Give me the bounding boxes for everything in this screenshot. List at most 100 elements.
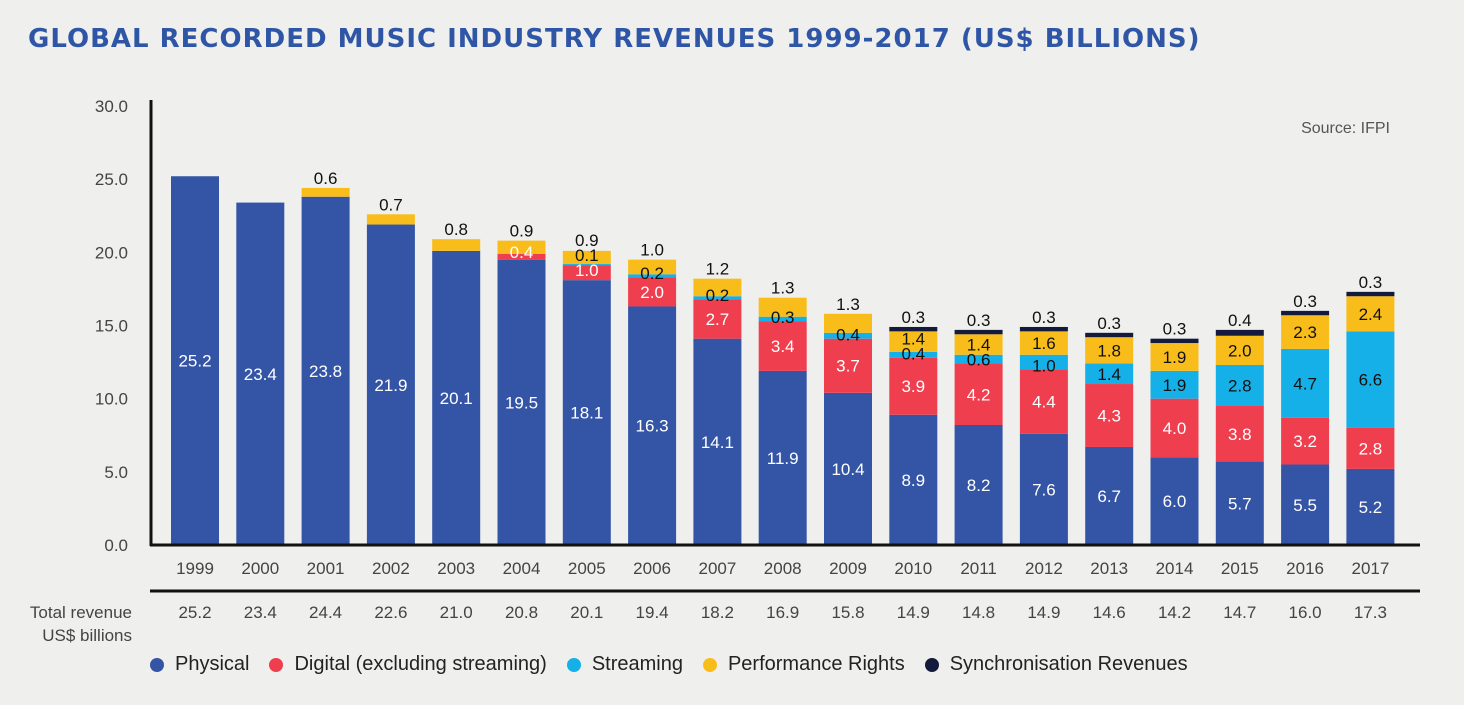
bar-segment-sync-2011 [954,329,1003,335]
bar-segment-streaming-2005 [562,264,611,266]
segment-label-digital-2007: 2.7 [706,310,730,329]
segment-label-streaming-2015: 2.8 [1228,376,1252,395]
bar-segment-physical-2005 [562,280,611,545]
bar-segment-physical-2004 [497,259,546,545]
total-value: 25.2 [178,603,211,622]
x-tick-label: 2003 [437,559,475,578]
segment-label-streaming-2005: 0.1 [575,246,599,265]
bar-segment-physical-2008 [758,370,807,545]
bar-segment-streaming-2011 [954,354,1003,364]
bar-segment-sync-2010 [889,326,938,332]
x-tick-label: 2011 [960,559,997,578]
bar-segment-sync-2016 [1281,310,1330,316]
bar-segment-streaming-2006 [628,274,677,278]
segment-label-performance-2002: 0.7 [379,195,403,214]
x-tick-label: 2015 [1221,559,1259,578]
bar-segment-digital-2016 [1281,417,1330,465]
bar-segment-performance-2010 [889,331,938,352]
total-value: 24.4 [309,603,342,622]
x-tick-label: 2000 [241,559,279,578]
segment-label-performance-2010: 1.4 [901,330,925,349]
bar-segment-streaming-2012 [1019,354,1068,370]
total-value: 23.4 [244,603,277,622]
y-tick-label: 15.0 [95,317,128,336]
bar-segment-streaming-2014 [1150,370,1199,399]
y-axis-tick-labels: 0.0 5.0 10.0 15.0 20.0 25.0 30.0 [95,97,128,555]
segment-label-digital-2016: 3.2 [1293,432,1317,451]
total-value: 17.3 [1354,603,1387,622]
bar-segment-physical-2012 [1019,433,1068,545]
segment-label-sync-2017: 0.3 [1359,273,1383,292]
y-tick-label: 20.0 [95,243,128,262]
x-tick-label: 2005 [568,559,606,578]
total-value: 18.2 [701,603,734,622]
legend-swatch-digital [269,657,284,672]
x-tick-label: 2017 [1351,559,1389,578]
x-tick-label: 2009 [829,559,867,578]
segment-label-streaming-2006: 0.2 [640,264,664,283]
x-tick-label: 2006 [633,559,671,578]
segment-label-streaming-2010: 0.4 [901,345,925,364]
x-tick-label: 2001 [307,559,345,578]
segment-label-digital-2005: 1.0 [575,261,599,280]
segment-label-streaming-2011: 0.6 [967,351,991,370]
total-revenue-row: 25.2 23.4 24.4 22.6 21.0 20.8 20.1 19.4 18.2 16.9… [178,603,1386,622]
legend-swatch-physical [150,657,164,672]
segment-label-physical-2016: 5.5 [1293,496,1317,515]
segment-label-digital-2012: 4.4 [1032,393,1056,412]
bar-segment-digital-2015 [1215,405,1264,462]
segment-label-physical-2008: 11.9 [767,449,799,468]
bar-segment-physical-2001 [301,196,350,545]
bar-segment-sync-2017 [1346,291,1395,297]
x-tick-label: 2013 [1090,559,1128,578]
segment-label-performance-2008: 1.3 [771,279,795,298]
legend-label-digital: Digital (excluding streaming) [294,653,547,675]
segment-label-streaming-2008: 0.3 [771,308,795,327]
total-value: 14.2 [1158,603,1191,622]
y-tick-label: 0.0 [104,536,128,555]
segment-label-performance-2017: 2.4 [1359,305,1383,324]
segment-label-physical-2005: 18.1 [570,404,603,423]
segment-label-streaming-2016: 4.7 [1293,374,1317,393]
bar-segment-physical-2007 [693,338,742,545]
bar-segment-performance-2016 [1281,315,1330,349]
segment-label-sync-2015: 0.4 [1228,311,1252,330]
segment-label-digital-2011: 4.2 [967,385,991,404]
total-value: 16.9 [766,603,799,622]
x-tick-label: 2014 [1156,559,1194,578]
total-value: 14.7 [1223,603,1256,622]
total-revenue-unit-label: US$ billions [42,626,132,645]
segment-label-performance-2016: 2.3 [1293,323,1317,342]
bar-segment-sync-2015 [1215,329,1264,336]
segment-label-streaming-2012: 1.0 [1032,356,1056,375]
segment-label-digital-2013: 4.3 [1097,406,1121,425]
legend-swatch-sync [924,657,939,672]
bar-segment-performance-2004 [497,240,546,254]
segment-label-physical-2010: 8.9 [901,471,925,490]
segment-label-physical-2003: 20.1 [440,389,473,408]
legend: Physical Digital (excluding streaming) S… [150,653,1208,676]
source-note: Source: IFPI [1301,120,1390,137]
bar-segment-physical-2009 [824,392,872,545]
bar-segment-digital-2007 [693,299,742,339]
bar-segment-performance-2005 [562,250,611,265]
x-tick-label: 2007 [698,559,736,578]
segment-label-sync-2011: 0.3 [967,311,991,330]
segment-value-labels: 25.2 23.4 23.8 0.6 21.9 0.7 20.1 0.8 19.5 0.4 0.9 1… [178,169,1382,517]
bar-segment-digital-2017 [1346,427,1395,469]
x-tick-label: 2004 [503,559,541,578]
total-value: 22.6 [374,603,407,622]
segment-label-streaming-2009: 0.4 [836,326,860,345]
segment-label-sync-2016: 0.3 [1293,292,1317,311]
total-revenue-label: Total revenue [30,603,132,622]
bar-segment-streaming-2015 [1215,365,1264,406]
segment-label-physical-2006: 16.3 [636,417,669,436]
total-value: 14.9 [1027,603,1060,622]
bar-segment-sync-2013 [1085,332,1134,338]
legend-item-physical: Physical [150,653,249,676]
bar-segment-performance-2001 [301,187,350,197]
segment-label-digital-2004: 0.4 [510,243,534,262]
segment-label-performance-2013: 1.8 [1097,341,1121,360]
total-value: 20.1 [570,603,603,622]
